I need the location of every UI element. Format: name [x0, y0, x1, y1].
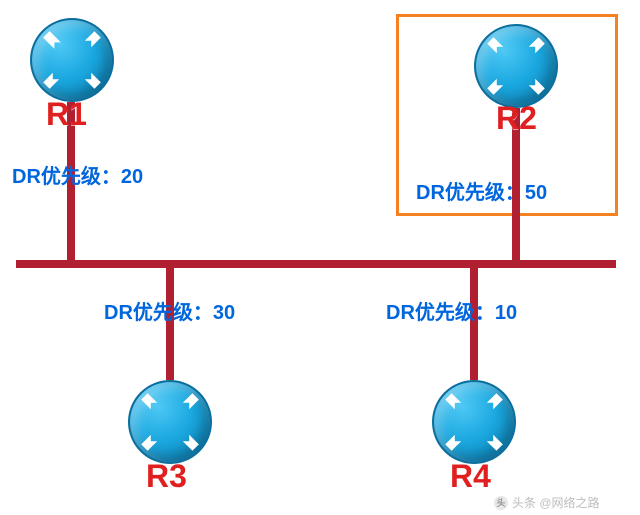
priority-r4: DR优先级：10 [386, 296, 517, 325]
router-label-r1: R1 [46, 96, 87, 133]
priority-r2: DR优先级：50 [416, 176, 547, 205]
router-label-r3: R3 [146, 458, 187, 495]
watermark-icon: 头 [494, 496, 508, 510]
bus-main [16, 260, 616, 268]
router-arrows-icon [130, 382, 210, 462]
router-arrows-icon [32, 20, 112, 100]
router-label-r4: R4 [450, 458, 491, 495]
priority-r1: DR优先级：20 [12, 160, 143, 189]
router-arrows-icon [434, 382, 514, 462]
router-r2 [474, 24, 558, 108]
router-arrows-icon [476, 26, 556, 106]
priority-r3: DR优先级：30 [104, 296, 235, 325]
router-label-r2: R2 [496, 100, 537, 137]
router-r1 [30, 18, 114, 102]
watermark-text: 头条 @网络之路 [512, 494, 600, 511]
router-r3 [128, 380, 212, 464]
router-r4 [432, 380, 516, 464]
watermark: 头 头条 @网络之路 [494, 494, 600, 511]
